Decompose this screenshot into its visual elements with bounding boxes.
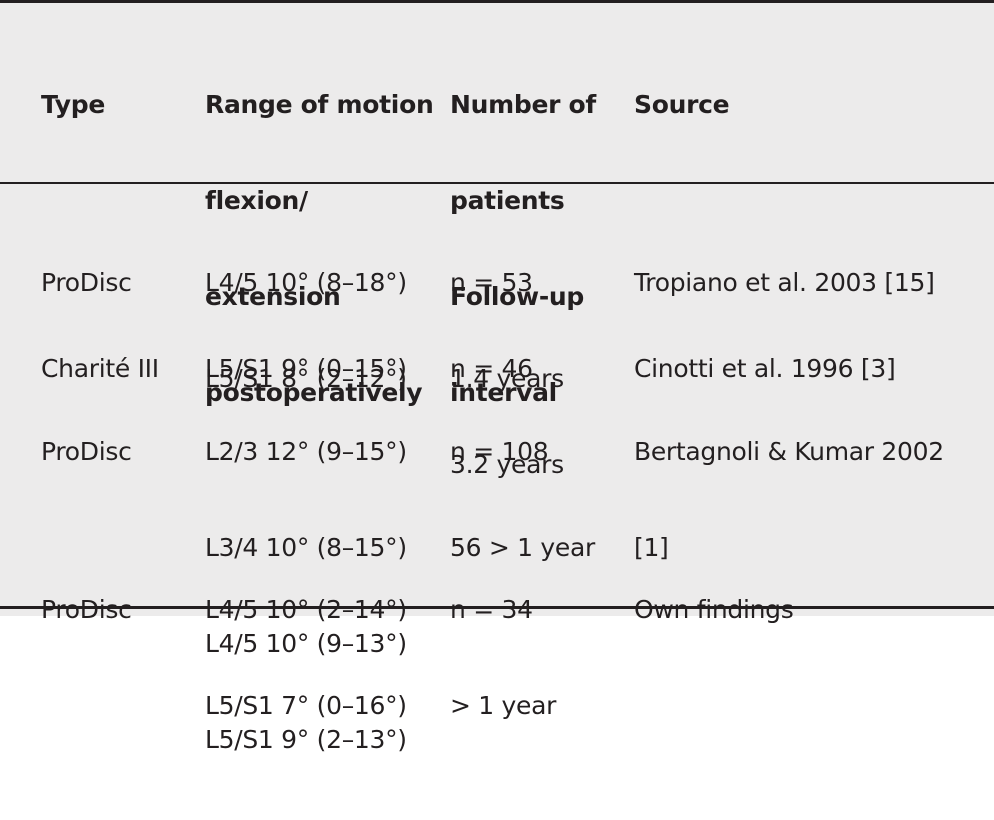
data-table: Type Range of motion flexion/ extension … [0,0,994,754]
cell-line: L5/S1 9° (0–15°) [205,354,407,383]
cell-line: ProDisc [41,437,132,466]
row-4-source: Own findings [634,530,794,690]
row-1-type: ProDisc [41,203,132,363]
cell-line: L4/5 10° (2–14°) [205,595,407,624]
cell-line: > 1 year [450,691,557,720]
header-num-line: patients [450,186,565,215]
row-3-source: Bertagnoli & Kumar 2002 [1] [634,372,944,628]
header-source: Source [634,25,730,185]
header-rom-line: Range of motion [205,90,434,119]
cell-line: L4/5 10° (8–18°) [205,268,407,297]
cell-line: 56 > 1 year [450,533,595,562]
cell-line: Tropiano et al. 2003 [15] [634,268,935,297]
cell-line: 3.2 years [450,450,564,479]
row-1-number-of-patients: n = 53 1.4 years [450,203,564,459]
cell-line: L5/S1 7° (0–16°) [205,691,407,720]
cell-line: n = 53 [450,268,533,297]
cell-line: n = 34 [450,595,533,624]
row-2-source: Cinotti et al. 1996 [3] [634,289,896,449]
cell-line: n = 108 [450,437,549,466]
top-rule [0,0,994,3]
cell-line: L2/3 12° (9–15°) [205,437,407,466]
row-4-range-of-motion: L4/5 10° (2–14°) L5/S1 7° (0–16°) [205,530,407,786]
row-2-number-of-patients: n = 46 3.2 years [450,289,564,545]
header-number-of-patients: Number of patients Follow-up interval [450,25,596,473]
row-3-type: ProDisc [41,372,132,532]
header-rule [0,182,994,184]
row-2-range-of-motion: L5/S1 9° (0–15°) [205,289,407,449]
header-type-line: Type [41,90,106,119]
cell-line: n = 46 [450,354,533,383]
header-num-line: Number of [450,90,597,119]
header-num-line: interval [450,378,557,407]
header-rom-line: extension [205,282,341,311]
cell-line: Own findings [634,595,794,624]
row-1-source: Tropiano et al. 2003 [15] [634,203,935,363]
cell-line: L3/4 10° (8–15°) [205,533,407,562]
cell-line: L5/S1 8° (2–12°) [205,364,407,393]
header-rom-line: postoperatively [205,378,423,407]
row-4-number-of-patients: n = 34 > 1 year [450,530,556,786]
cell-line: 1.4 years [450,364,564,393]
row-3-number-of-patients: n = 108 56 > 1 year [450,372,595,628]
row-4-type: ProDisc [41,530,132,690]
header-num-line: Follow-up [450,282,585,311]
header-range-of-motion: Range of motion flexion/ extension posto… [205,25,434,473]
row-1-range-of-motion: L4/5 10° (8–18°) L5/S1 8° (2–12°) [205,203,407,459]
cell-line: ProDisc [41,595,132,624]
bottom-rule [0,606,994,609]
cell-line: [1] [634,533,669,562]
header-src-line: Source [634,90,730,119]
header-rom-line: flexion/ [205,186,308,215]
cell-line: Charité III [41,354,159,383]
row-2-type: Charité III [41,289,159,449]
cell-line: ProDisc [41,268,132,297]
cell-line: Cinotti et al. 1996 [3] [634,354,896,383]
cell-line: Bertagnoli & Kumar 2002 [634,437,944,466]
header-type: Type [41,25,105,185]
